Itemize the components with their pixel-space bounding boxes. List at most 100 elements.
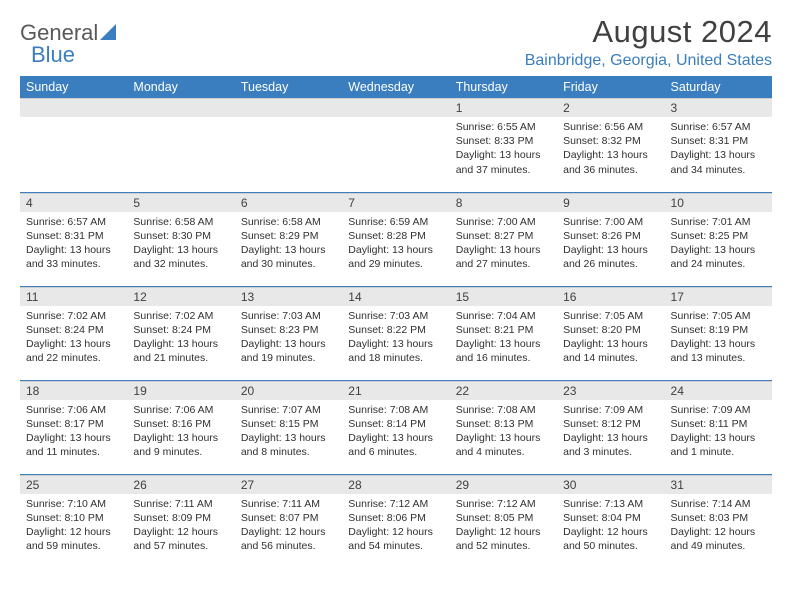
calendar-day-cell: 3Sunrise: 6:57 AMSunset: 8:31 PMDaylight…	[665, 98, 772, 192]
calendar-header-cell: Monday	[127, 76, 234, 98]
logo-text-2: Blue	[31, 42, 75, 68]
day-details: Sunrise: 7:14 AMSunset: 8:03 PMDaylight:…	[665, 494, 772, 556]
calendar-day-cell: 18Sunrise: 7:06 AMSunset: 8:17 PMDayligh…	[20, 380, 127, 474]
calendar-header-cell: Wednesday	[342, 76, 449, 98]
calendar-table: SundayMondayTuesdayWednesdayThursdayFrid…	[20, 76, 772, 568]
calendar-week-row: 25Sunrise: 7:10 AMSunset: 8:10 PMDayligh…	[20, 474, 772, 568]
day-details: Sunrise: 7:06 AMSunset: 8:17 PMDaylight:…	[20, 400, 127, 462]
calendar-day-cell: 15Sunrise: 7:04 AMSunset: 8:21 PMDayligh…	[450, 286, 557, 380]
day-details: Sunrise: 7:00 AMSunset: 8:27 PMDaylight:…	[450, 212, 557, 274]
day-number: 3	[665, 98, 772, 117]
day-number: 27	[235, 475, 342, 494]
calendar-day-cell	[342, 98, 449, 192]
calendar-week-row: 1Sunrise: 6:55 AMSunset: 8:33 PMDaylight…	[20, 98, 772, 192]
calendar-day-cell: 19Sunrise: 7:06 AMSunset: 8:16 PMDayligh…	[127, 380, 234, 474]
day-details: Sunrise: 7:02 AMSunset: 8:24 PMDaylight:…	[127, 306, 234, 368]
calendar-day-cell: 20Sunrise: 7:07 AMSunset: 8:15 PMDayligh…	[235, 380, 342, 474]
day-number: 6	[235, 193, 342, 212]
calendar-header-cell: Sunday	[20, 76, 127, 98]
calendar-header-cell: Saturday	[665, 76, 772, 98]
day-details: Sunrise: 6:59 AMSunset: 8:28 PMDaylight:…	[342, 212, 449, 274]
day-number: 2	[557, 98, 664, 117]
day-details: Sunrise: 6:56 AMSunset: 8:32 PMDaylight:…	[557, 117, 664, 179]
calendar-day-cell	[127, 98, 234, 192]
day-number: 13	[235, 287, 342, 306]
calendar-day-cell: 25Sunrise: 7:10 AMSunset: 8:10 PMDayligh…	[20, 474, 127, 568]
day-number: 22	[450, 381, 557, 400]
calendar-day-cell: 22Sunrise: 7:08 AMSunset: 8:13 PMDayligh…	[450, 380, 557, 474]
day-details: Sunrise: 7:00 AMSunset: 8:26 PMDaylight:…	[557, 212, 664, 274]
calendar-day-cell: 13Sunrise: 7:03 AMSunset: 8:23 PMDayligh…	[235, 286, 342, 380]
day-details: Sunrise: 7:08 AMSunset: 8:13 PMDaylight:…	[450, 400, 557, 462]
calendar-day-cell: 11Sunrise: 7:02 AMSunset: 8:24 PMDayligh…	[20, 286, 127, 380]
calendar-day-cell: 31Sunrise: 7:14 AMSunset: 8:03 PMDayligh…	[665, 474, 772, 568]
calendar-day-cell: 26Sunrise: 7:11 AMSunset: 8:09 PMDayligh…	[127, 474, 234, 568]
day-number: 8	[450, 193, 557, 212]
day-number: 30	[557, 475, 664, 494]
day-number	[127, 98, 234, 117]
day-details: Sunrise: 7:10 AMSunset: 8:10 PMDaylight:…	[20, 494, 127, 556]
day-number	[20, 98, 127, 117]
day-details: Sunrise: 7:01 AMSunset: 8:25 PMDaylight:…	[665, 212, 772, 274]
day-details: Sunrise: 7:04 AMSunset: 8:21 PMDaylight:…	[450, 306, 557, 368]
calendar-day-cell: 30Sunrise: 7:13 AMSunset: 8:04 PMDayligh…	[557, 474, 664, 568]
day-details: Sunrise: 6:58 AMSunset: 8:30 PMDaylight:…	[127, 212, 234, 274]
logo-sail-icon	[100, 24, 120, 42]
day-number: 14	[342, 287, 449, 306]
calendar-day-cell: 7Sunrise: 6:59 AMSunset: 8:28 PMDaylight…	[342, 192, 449, 286]
calendar-day-cell: 14Sunrise: 7:03 AMSunset: 8:22 PMDayligh…	[342, 286, 449, 380]
day-number: 11	[20, 287, 127, 306]
calendar-day-cell	[235, 98, 342, 192]
calendar-header-cell: Friday	[557, 76, 664, 98]
day-number: 4	[20, 193, 127, 212]
day-details: Sunrise: 7:12 AMSunset: 8:05 PMDaylight:…	[450, 494, 557, 556]
calendar-day-cell: 21Sunrise: 7:08 AMSunset: 8:14 PMDayligh…	[342, 380, 449, 474]
day-details: Sunrise: 7:11 AMSunset: 8:07 PMDaylight:…	[235, 494, 342, 556]
calendar-week-row: 18Sunrise: 7:06 AMSunset: 8:17 PMDayligh…	[20, 380, 772, 474]
calendar-day-cell: 23Sunrise: 7:09 AMSunset: 8:12 PMDayligh…	[557, 380, 664, 474]
calendar-header-cell: Thursday	[450, 76, 557, 98]
day-number: 19	[127, 381, 234, 400]
day-number: 10	[665, 193, 772, 212]
calendar-day-cell: 10Sunrise: 7:01 AMSunset: 8:25 PMDayligh…	[665, 192, 772, 286]
header: General August 2024 Bainbridge, Georgia,…	[20, 14, 772, 70]
day-details: Sunrise: 7:05 AMSunset: 8:20 PMDaylight:…	[557, 306, 664, 368]
day-details: Sunrise: 7:12 AMSunset: 8:06 PMDaylight:…	[342, 494, 449, 556]
calendar-day-cell: 1Sunrise: 6:55 AMSunset: 8:33 PMDaylight…	[450, 98, 557, 192]
day-number: 9	[557, 193, 664, 212]
day-number: 24	[665, 381, 772, 400]
day-number: 23	[557, 381, 664, 400]
calendar-day-cell: 27Sunrise: 7:11 AMSunset: 8:07 PMDayligh…	[235, 474, 342, 568]
calendar-day-cell: 5Sunrise: 6:58 AMSunset: 8:30 PMDaylight…	[127, 192, 234, 286]
day-details: Sunrise: 7:03 AMSunset: 8:22 PMDaylight:…	[342, 306, 449, 368]
day-details: Sunrise: 6:57 AMSunset: 8:31 PMDaylight:…	[665, 117, 772, 179]
day-number: 17	[665, 287, 772, 306]
calendar-body: 1Sunrise: 6:55 AMSunset: 8:33 PMDaylight…	[20, 98, 772, 568]
day-number: 16	[557, 287, 664, 306]
calendar-week-row: 4Sunrise: 6:57 AMSunset: 8:31 PMDaylight…	[20, 192, 772, 286]
calendar-day-cell: 8Sunrise: 7:00 AMSunset: 8:27 PMDaylight…	[450, 192, 557, 286]
day-details: Sunrise: 7:02 AMSunset: 8:24 PMDaylight:…	[20, 306, 127, 368]
day-details: Sunrise: 7:09 AMSunset: 8:11 PMDaylight:…	[665, 400, 772, 462]
day-number: 29	[450, 475, 557, 494]
month-title: August 2024	[525, 14, 772, 50]
day-details: Sunrise: 7:06 AMSunset: 8:16 PMDaylight:…	[127, 400, 234, 462]
day-details: Sunrise: 7:13 AMSunset: 8:04 PMDaylight:…	[557, 494, 664, 556]
day-number: 7	[342, 193, 449, 212]
day-number: 1	[450, 98, 557, 117]
day-details: Sunrise: 6:55 AMSunset: 8:33 PMDaylight:…	[450, 117, 557, 179]
day-number: 31	[665, 475, 772, 494]
day-number	[342, 98, 449, 117]
calendar-week-row: 11Sunrise: 7:02 AMSunset: 8:24 PMDayligh…	[20, 286, 772, 380]
day-number: 21	[342, 381, 449, 400]
calendar-day-cell: 2Sunrise: 6:56 AMSunset: 8:32 PMDaylight…	[557, 98, 664, 192]
calendar-header-cell: Tuesday	[235, 76, 342, 98]
day-number: 26	[127, 475, 234, 494]
day-details: Sunrise: 7:11 AMSunset: 8:09 PMDaylight:…	[127, 494, 234, 556]
calendar-day-cell: 9Sunrise: 7:00 AMSunset: 8:26 PMDaylight…	[557, 192, 664, 286]
calendar-day-cell: 17Sunrise: 7:05 AMSunset: 8:19 PMDayligh…	[665, 286, 772, 380]
day-details: Sunrise: 7:05 AMSunset: 8:19 PMDaylight:…	[665, 306, 772, 368]
day-number	[235, 98, 342, 117]
calendar-day-cell: 28Sunrise: 7:12 AMSunset: 8:06 PMDayligh…	[342, 474, 449, 568]
day-details: Sunrise: 7:03 AMSunset: 8:23 PMDaylight:…	[235, 306, 342, 368]
